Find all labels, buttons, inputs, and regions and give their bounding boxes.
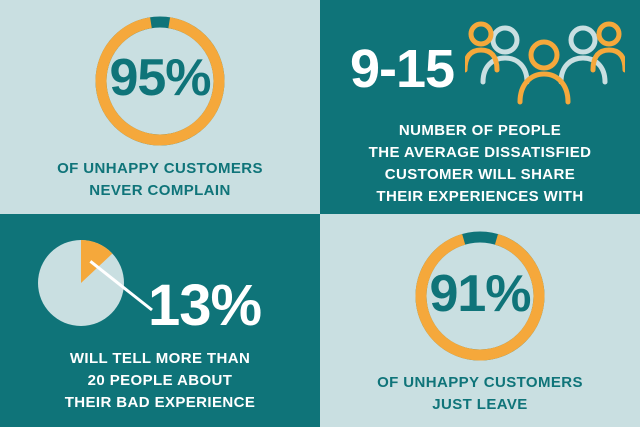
caption-line: WILL TELL MORE THAN xyxy=(69,350,251,367)
caption-line: OF UNHAPPY CUSTOMERS xyxy=(377,374,583,391)
never-complain-ring xyxy=(95,16,225,146)
just-leave-ring xyxy=(415,231,545,361)
people-group-icon xyxy=(465,21,625,105)
caption-line: NEVER COMPLAIN xyxy=(89,182,231,199)
just-leave-ring-fill xyxy=(415,231,545,361)
caption-line: NUMBER OF PEOPLE xyxy=(398,122,562,139)
tell-more-pie-slice xyxy=(81,240,113,283)
caption-line: CUSTOMER WILL SHARE xyxy=(384,166,576,183)
never-complain-value: 95% xyxy=(109,49,211,107)
tell-more-value: 13% xyxy=(148,273,262,338)
just-leave-panel: 91% OF UNHAPPY CUSTOMERS JUST LEAVE xyxy=(320,214,640,427)
caption-line: JUST LEAVE xyxy=(432,396,528,413)
share-count-caption: NUMBER OF PEOPLE THE AVERAGE DISSATISFIE… xyxy=(320,120,640,208)
never-complain-panel: 95% OF UNHAPPY CUSTOMERS NEVER COMPLAIN xyxy=(0,0,320,214)
caption-line: THEIR BAD EXPERIENCE xyxy=(64,394,256,411)
just-leave-caption: OF UNHAPPY CUSTOMERS JUST LEAVE xyxy=(320,372,640,416)
caption-line: OF UNHAPPY CUSTOMERS xyxy=(57,160,263,177)
tell-more-panel: 13% WILL TELL MORE THAN 20 PEOPLE ABOUT … xyxy=(0,214,320,427)
tell-more-caption: WILL TELL MORE THAN 20 PEOPLE ABOUT THEI… xyxy=(0,348,320,414)
tell-more-pie xyxy=(38,240,153,326)
just-leave-value: 91% xyxy=(429,265,531,323)
caption-line: THE AVERAGE DISSATISFIED xyxy=(368,144,592,161)
caption-line: 20 PEOPLE ABOUT xyxy=(87,372,233,389)
tell-more-pointer-line xyxy=(89,260,153,312)
share-count-value: 9-15 xyxy=(350,39,455,99)
never-complain-caption: OF UNHAPPY CUSTOMERS NEVER COMPLAIN xyxy=(0,158,320,202)
caption-line: THEIR EXPERIENCES WITH xyxy=(376,188,584,205)
share-count-panel: 9-15 NUMBER OF PEOPLE THE AVERAGE DISSAT… xyxy=(320,0,640,214)
